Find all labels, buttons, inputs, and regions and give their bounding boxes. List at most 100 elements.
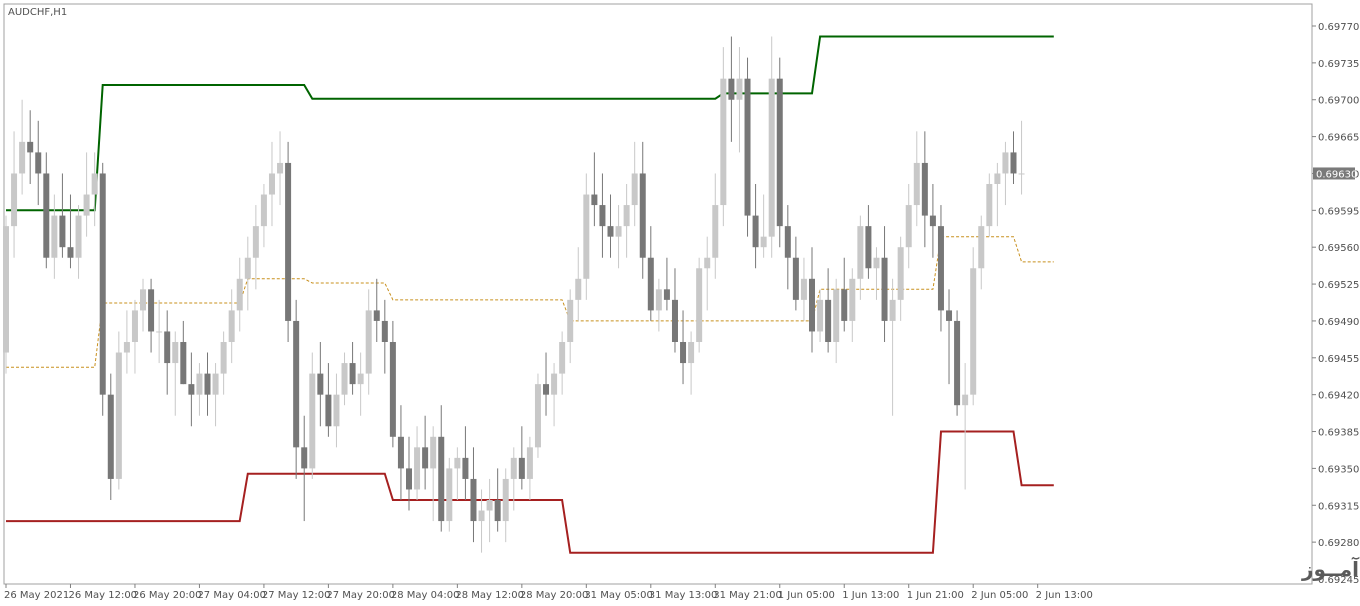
candle[interactable] [817,289,824,342]
candle[interactable] [1018,120,1025,195]
candle[interactable] [526,436,533,500]
candle[interactable] [43,152,50,269]
candle[interactable] [285,141,292,342]
candle[interactable] [325,363,332,437]
candle[interactable] [655,278,662,332]
candle[interactable] [196,363,203,416]
candle[interactable] [252,205,259,290]
candle[interactable] [728,36,735,142]
candle[interactable] [970,247,977,406]
candle[interactable] [567,289,574,364]
candle[interactable] [736,47,743,153]
candle[interactable] [744,57,751,237]
candle[interactable] [212,363,219,427]
candle[interactable] [115,331,122,490]
candle[interactable] [784,205,791,290]
candle[interactable] [244,236,251,311]
candle[interactable] [236,257,243,332]
candle[interactable] [414,426,421,500]
candle[interactable] [913,131,920,227]
candle[interactable] [607,194,614,258]
candle[interactable] [978,215,985,290]
candle[interactable] [349,342,356,395]
candle[interactable] [752,184,759,269]
candle[interactable] [373,278,380,342]
candle[interactable] [260,184,267,248]
candle[interactable] [647,226,654,321]
candle[interactable] [406,436,412,511]
candle[interactable] [317,342,324,427]
candle[interactable] [309,352,316,479]
candle[interactable] [478,489,485,553]
candle[interactable] [800,257,807,321]
candle[interactable] [422,415,429,490]
candle[interactable] [156,299,163,364]
candles-group[interactable] [3,36,1025,553]
candle[interactable] [131,299,138,374]
candle[interactable] [873,247,880,300]
candle[interactable] [704,236,711,311]
candle[interactable] [301,415,308,522]
candle[interactable] [140,278,147,332]
candle[interactable] [357,352,364,416]
candle[interactable] [591,152,598,227]
candle[interactable] [268,141,275,227]
candle[interactable] [994,162,1001,227]
candle[interactable] [228,289,235,364]
candle[interactable] [107,373,114,500]
candle[interactable] [430,426,437,522]
candle[interactable] [559,331,566,395]
candle[interactable] [19,99,26,195]
candle[interactable] [849,268,856,342]
candle[interactable] [123,310,130,374]
candle[interactable] [502,468,509,543]
candle[interactable] [518,426,525,490]
candle[interactable] [164,310,171,395]
candle[interactable] [776,57,783,248]
candle[interactable] [623,184,630,258]
candle[interactable] [712,173,719,279]
candle[interactable] [768,36,775,258]
candle[interactable] [825,268,832,353]
candle[interactable] [494,468,501,532]
candle[interactable] [35,120,42,206]
candle[interactable] [381,299,388,374]
candle[interactable] [615,205,622,269]
candle[interactable] [397,405,404,500]
candle[interactable] [551,363,558,427]
candle[interactable] [277,131,284,206]
candle[interactable] [639,141,646,279]
candle[interactable] [67,194,74,269]
candle[interactable] [11,131,18,258]
candle[interactable] [631,141,638,227]
candle[interactable] [365,289,372,395]
candle[interactable] [937,205,944,332]
candle[interactable] [962,363,969,490]
candle[interactable] [1002,141,1009,206]
candle[interactable] [75,205,82,279]
candle[interactable] [220,331,227,395]
candle[interactable] [946,289,953,385]
candle[interactable] [760,194,767,258]
candle[interactable] [341,352,348,406]
candle[interactable] [486,478,493,543]
candle[interactable] [696,257,703,353]
candle[interactable] [204,352,211,416]
candle[interactable] [986,173,993,237]
candle[interactable] [543,352,550,416]
candle[interactable] [865,205,872,279]
candle[interactable] [671,268,678,353]
candle[interactable] [833,278,840,364]
candle[interactable] [599,173,606,258]
candle[interactable] [575,247,582,321]
candle[interactable] [3,215,9,374]
candle[interactable] [333,373,340,448]
candle[interactable] [663,257,670,311]
candle[interactable] [534,373,541,458]
candle[interactable] [59,173,66,258]
candle[interactable] [51,194,58,279]
candle[interactable] [954,310,961,416]
candle[interactable] [905,184,912,269]
candle[interactable] [897,236,904,321]
